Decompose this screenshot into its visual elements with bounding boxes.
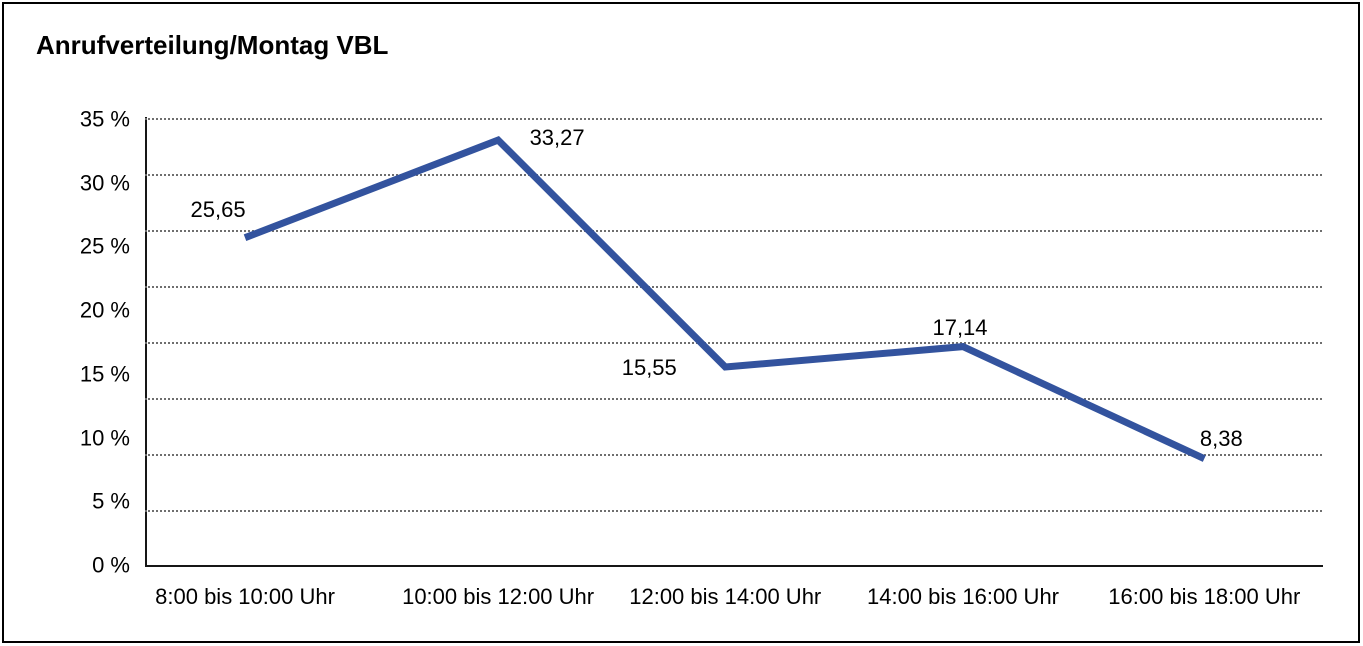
- y-tick-label: 15 %: [79, 361, 130, 387]
- gridline: [145, 118, 1322, 120]
- x-category-label: 8:00 bis 10:00 Uhr: [155, 584, 335, 609]
- chart-title: Anrufverteilung/Montag VBL: [36, 30, 389, 60]
- y-tick-label: 20 %: [79, 297, 130, 323]
- y-tick-label: 30 %: [79, 170, 130, 196]
- data-point-label: 15,55: [621, 354, 677, 380]
- x-category-label: 16:00 bis 18:00 Uhr: [1108, 584, 1301, 609]
- x-category-label: 10:00 bis 12:00 Uhr: [402, 584, 595, 609]
- gridline: [145, 286, 1322, 288]
- x-category-label: 14:00 bis 16:00 Uhr: [866, 584, 1060, 609]
- gridline: [145, 510, 1322, 512]
- y-tick-label: 35 %: [79, 106, 130, 132]
- gridline: [145, 174, 1322, 176]
- y-tick-label: 10 %: [79, 425, 130, 451]
- y-tick-label: 0 %: [92, 552, 130, 578]
- plot-area: 35 % 30 % 25 % 20 % 15 % 10 % 5 % 0 % 8:00 bis …: [80, 106, 1322, 609]
- data-point-label: 8,38: [1199, 425, 1243, 451]
- y-tick-label: 5 %: [92, 488, 130, 514]
- data-point-label: 17,14: [932, 314, 988, 340]
- x-category-label: 12:00 bis 14:00 Uhr: [629, 584, 822, 609]
- gridline: [145, 342, 1322, 344]
- data-point-label: 33,27: [529, 125, 585, 151]
- y-tick-label: 25 %: [79, 233, 130, 259]
- data-point-label: 25,65: [190, 196, 246, 222]
- series-line: [243, 136, 1206, 462]
- gridline: [145, 454, 1322, 456]
- line-series-svg: [243, 136, 1206, 462]
- gridline: [145, 398, 1322, 400]
- x-axis-line: [145, 564, 1323, 567]
- gridline: [145, 230, 1322, 232]
